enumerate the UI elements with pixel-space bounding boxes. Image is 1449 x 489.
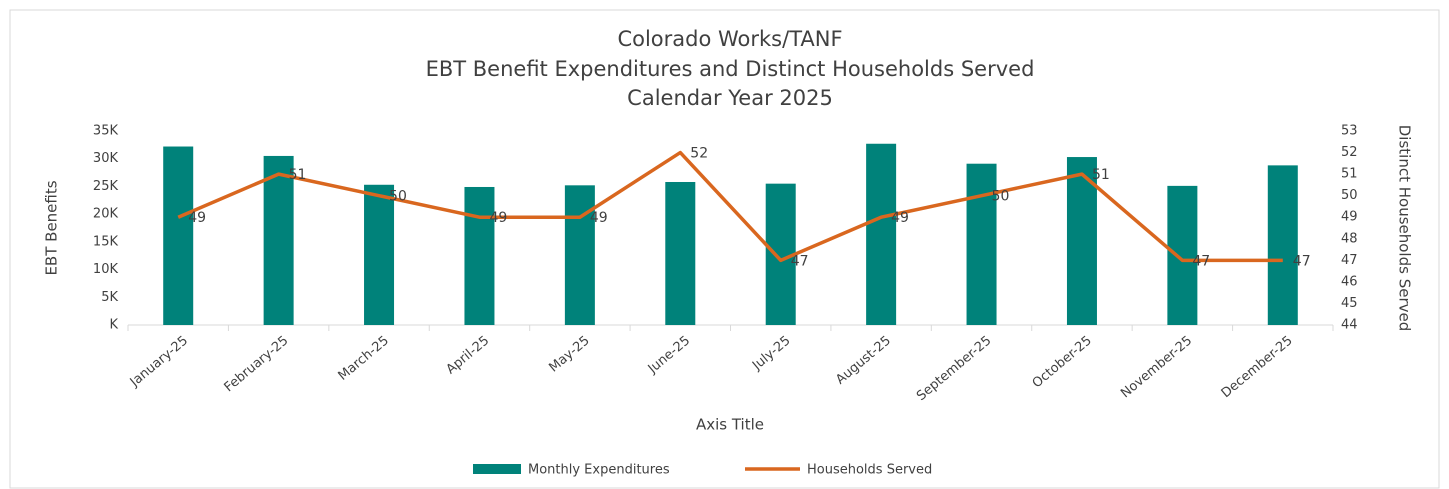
y-tick-label: 20K [93,207,119,222]
bar [364,184,395,325]
y2-tick-label: 46 [1341,274,1358,289]
x-axis-title: Axis Title [696,416,764,434]
data-label: 49 [891,210,909,226]
line [177,150,1283,263]
legend-label: Monthly Expenditures [528,463,670,478]
y2-tick-label: 50 [1341,188,1358,203]
y-tick-label: 15K [93,234,119,249]
data-label: 49 [590,210,608,226]
data-label: 50 [389,189,407,205]
bar [966,163,997,325]
data-label: 51 [289,167,307,183]
bar [263,155,294,325]
chart-title: Calendar Year 2025 [627,86,833,110]
y-tick-label: K [109,318,118,333]
bar [163,146,194,325]
data-label: 50 [992,189,1010,205]
chart-title: Colorado Works/TANF [617,27,842,51]
y2-axis-title: Distinct Households Served [1396,125,1414,332]
bar [1167,185,1198,325]
bar [1066,157,1097,325]
y-axis-title: EBT Benefits [43,180,61,275]
data-label: 47 [1293,253,1311,269]
legend-label: Households Served [807,463,932,478]
y-tick-label: 5K [101,290,118,305]
y2-tick-label: 44 [1341,318,1358,333]
data-label: 51 [1092,167,1110,183]
y2-tick-label: 52 [1341,145,1358,160]
bar [665,181,696,325]
chart-title: EBT Benefit Expenditures and Distinct Ho… [426,57,1035,81]
y2-tick-label: 48 [1341,231,1358,246]
bar [866,143,897,325]
legend-swatch [473,464,521,474]
y2-tick-label: 53 [1341,124,1358,139]
bar [464,186,495,325]
data-label: 47 [791,253,809,269]
data-label: 47 [1192,253,1210,269]
bar [564,185,595,325]
y2-tick-label: 49 [1341,210,1358,225]
y-tick-label: 25K [93,179,119,194]
y-tick-label: 10K [93,262,119,277]
chart-frame [9,9,1440,489]
bar [1267,165,1298,325]
y2-tick-label: 45 [1341,296,1358,311]
data-label: 49 [489,210,507,226]
y2-tick-label: 47 [1341,253,1358,268]
data-label: 52 [690,146,708,162]
y2-tick-label: 51 [1341,167,1358,182]
data-label: 49 [188,210,206,226]
y-tick-label: 35K [93,124,119,139]
y-tick-label: 30K [93,151,119,166]
